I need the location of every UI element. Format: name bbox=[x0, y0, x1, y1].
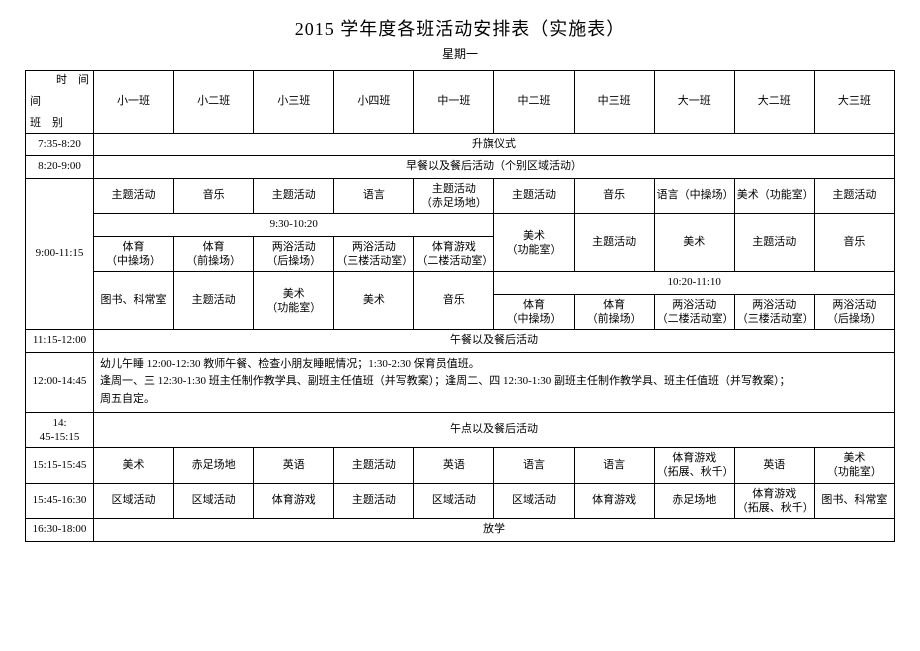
cell: 赤足场地 bbox=[654, 483, 734, 519]
time-cell: 7:35-8:20 bbox=[26, 134, 94, 156]
cell: 区域活动 bbox=[414, 483, 494, 519]
col-header: 小二班 bbox=[174, 71, 254, 134]
col-header: 大一班 bbox=[654, 71, 734, 134]
cell: 音乐 bbox=[814, 214, 894, 272]
cell: 主题活动 bbox=[174, 272, 254, 330]
cell: 美术（功能室） bbox=[734, 178, 814, 214]
cell: 美术（功能室） bbox=[814, 448, 894, 484]
cell: 体育（中操场） bbox=[494, 294, 574, 330]
cell: 音乐 bbox=[174, 178, 254, 214]
subheader-cell: 10:20-11:10 bbox=[494, 272, 895, 294]
cell: 美术（功能室） bbox=[494, 214, 574, 272]
page-title: 2015 学年度各班活动安排表（实施表） bbox=[25, 15, 895, 41]
time-cell: 12:00-14:45 bbox=[26, 352, 94, 412]
time-cell: 14:45-15:15 bbox=[26, 412, 94, 448]
time-cell: 15:15-15:45 bbox=[26, 448, 94, 484]
table-row: 7:35-8:20 升旗仪式 bbox=[26, 134, 895, 156]
time-cell: 11:15-12:00 bbox=[26, 330, 94, 352]
cell: 体育游戏 bbox=[574, 483, 654, 519]
cell: 体育（中操场） bbox=[94, 236, 174, 272]
cell: 主题活动 bbox=[574, 214, 654, 272]
table-row: 8:20-9:00 早餐以及餐后活动（个别区域活动） bbox=[26, 156, 895, 178]
corner-top: 时 间 bbox=[56, 73, 89, 88]
col-header: 小一班 bbox=[94, 71, 174, 134]
cell: 图书、科常室 bbox=[814, 483, 894, 519]
span-cell: 早餐以及餐后活动（个别区域活动） bbox=[94, 156, 895, 178]
cell: 主题活动 bbox=[734, 214, 814, 272]
page-subtitle: 星期一 bbox=[25, 45, 895, 62]
table-row: 11:15-12:00 午餐以及餐后活动 bbox=[26, 330, 895, 352]
cell: 主题活动（赤足场地） bbox=[414, 178, 494, 214]
col-header: 小四班 bbox=[334, 71, 414, 134]
cell: 体育游戏（二楼活动室） bbox=[414, 236, 494, 272]
table-row: 16:30-18:00 放学 bbox=[26, 519, 895, 541]
table-header-row: 时 间 间 班 别 小一班 小二班 小三班 小四班 中一班 中二班 中三班 大一… bbox=[26, 71, 895, 134]
span-cell: 午餐以及餐后活动 bbox=[94, 330, 895, 352]
cell: 美术 bbox=[94, 448, 174, 484]
col-header: 大二班 bbox=[734, 71, 814, 134]
cell: 主题活动 bbox=[94, 178, 174, 214]
time-cell: 15:45-16:30 bbox=[26, 483, 94, 519]
cell: 赤足场地 bbox=[174, 448, 254, 484]
corner-mid: 间 bbox=[30, 94, 41, 109]
cell: 主题活动 bbox=[334, 483, 414, 519]
cell: 体育（前操场） bbox=[174, 236, 254, 272]
cell: 主题活动 bbox=[334, 448, 414, 484]
cell: 主题活动 bbox=[494, 178, 574, 214]
cell: 两浴活动（二楼活动室） bbox=[654, 294, 734, 330]
cell: 体育游戏 bbox=[254, 483, 334, 519]
cell: 美术 bbox=[654, 214, 734, 272]
table-row: 9:00-11:15 主题活动 音乐 主题活动 语言 主题活动（赤足场地） 主题… bbox=[26, 178, 895, 214]
cell: 体育（前操场） bbox=[574, 294, 654, 330]
cell: 英语 bbox=[254, 448, 334, 484]
table-row: 9:30-10:20 美术（功能室） 主题活动 美术 主题活动 音乐 bbox=[26, 214, 895, 236]
cell: 音乐 bbox=[414, 272, 494, 330]
schedule-table: 时 间 间 班 别 小一班 小二班 小三班 小四班 中一班 中二班 中三班 大一… bbox=[25, 70, 895, 542]
cell: 体育游戏（拓展、秋千） bbox=[654, 448, 734, 484]
table-row: 图书、科常室 主题活动 美术（功能室） 美术 音乐 10:20-11:10 bbox=[26, 272, 895, 294]
table-row: 15:45-16:30 区域活动 区域活动 体育游戏 主题活动 区域活动 区域活… bbox=[26, 483, 895, 519]
time-cell: 9:00-11:15 bbox=[26, 178, 94, 330]
cell: 美术（功能室） bbox=[254, 272, 334, 330]
col-header: 小三班 bbox=[254, 71, 334, 134]
corner-cell: 时 间 间 班 别 bbox=[26, 71, 94, 134]
cell: 主题活动 bbox=[254, 178, 334, 214]
cell: 区域活动 bbox=[94, 483, 174, 519]
time-cell: 16:30-18:00 bbox=[26, 519, 94, 541]
cell: 两浴活动（后操场） bbox=[254, 236, 334, 272]
cell: 两浴活动（后操场） bbox=[814, 294, 894, 330]
cell: 语言 bbox=[574, 448, 654, 484]
table-row: 14:45-15:15 午点以及餐后活动 bbox=[26, 412, 895, 448]
corner-bottom: 班 别 bbox=[30, 116, 63, 131]
col-header: 中二班 bbox=[494, 71, 574, 134]
cell: 英语 bbox=[734, 448, 814, 484]
col-header: 中一班 bbox=[414, 71, 494, 134]
cell: 两浴活动（三楼活动室） bbox=[734, 294, 814, 330]
cell: 英语 bbox=[414, 448, 494, 484]
cell: 区域活动 bbox=[174, 483, 254, 519]
cell: 音乐 bbox=[574, 178, 654, 214]
cell: 两浴活动（三楼活动室） bbox=[334, 236, 414, 272]
col-header: 大三班 bbox=[814, 71, 894, 134]
span-cell: 升旗仪式 bbox=[94, 134, 895, 156]
span-cell: 午点以及餐后活动 bbox=[94, 412, 895, 448]
cell: 区域活动 bbox=[494, 483, 574, 519]
note-cell: 幼儿午睡 12:00-12:30 教师午餐、检查小朋友睡眠情况；1:30-2:3… bbox=[94, 352, 895, 412]
cell: 语言 bbox=[334, 178, 414, 214]
table-row: 15:15-15:45 美术 赤足场地 英语 主题活动 英语 语言 语言 体育游… bbox=[26, 448, 895, 484]
span-cell: 放学 bbox=[94, 519, 895, 541]
time-cell: 8:20-9:00 bbox=[26, 156, 94, 178]
col-header: 中三班 bbox=[574, 71, 654, 134]
cell: 美术 bbox=[334, 272, 414, 330]
table-row: 12:00-14:45 幼儿午睡 12:00-12:30 教师午餐、检查小朋友睡… bbox=[26, 352, 895, 412]
cell: 语言 bbox=[494, 448, 574, 484]
cell: 体育游戏（拓展、秋千） bbox=[734, 483, 814, 519]
subheader-cell: 9:30-10:20 bbox=[94, 214, 494, 236]
cell: 语言（中操场） bbox=[654, 178, 734, 214]
cell: 图书、科常室 bbox=[94, 272, 174, 330]
cell: 主题活动 bbox=[814, 178, 894, 214]
